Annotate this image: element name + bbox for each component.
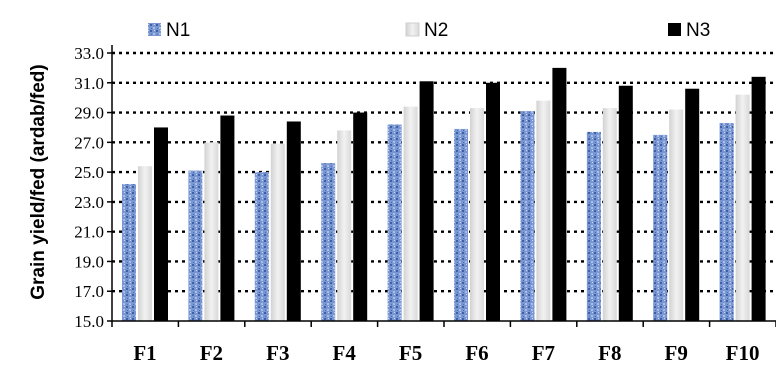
bar-n2-f10 <box>735 94 750 321</box>
legend: N1 N2 N3 <box>148 20 710 41</box>
bar-n3-f5 <box>419 81 434 322</box>
y-axis-title: Grain yield/fed (ardab/fed) <box>28 64 49 299</box>
bar-n1-f8 <box>586 131 601 321</box>
x-tick-label: F10 <box>726 341 760 365</box>
bar-n1-f1 <box>122 184 136 321</box>
y-tick-label: 17.0 <box>74 282 104 301</box>
bars <box>122 67 766 322</box>
bar-n1-f5 <box>387 124 402 321</box>
y-tick-label: 19.0 <box>74 252 104 271</box>
bar-n1-f2 <box>188 170 203 321</box>
x-tick-label: F2 <box>200 341 223 365</box>
y-tick-label: 31.0 <box>74 74 104 93</box>
bar-n3-f3 <box>286 121 301 321</box>
x-tick-label: F1 <box>133 341 156 365</box>
bar-n1-f9 <box>653 134 668 321</box>
bar-n3-f9 <box>685 88 700 321</box>
bar-n3-f6 <box>486 82 500 322</box>
bar-n3-f1 <box>154 127 168 321</box>
x-tick-label: F7 <box>532 341 555 365</box>
bar-n3-f4 <box>353 112 368 321</box>
legend-swatch-n1 <box>148 23 161 36</box>
x-tick-label: F5 <box>399 341 422 365</box>
bar-n2-f7 <box>536 100 551 322</box>
x-tick-label: F9 <box>665 341 688 365</box>
bar-n2-f3 <box>270 143 285 321</box>
legend-label-n2: N2 <box>424 20 448 41</box>
bar-n2-f1 <box>138 166 152 321</box>
bar-n3-f8 <box>618 85 633 321</box>
bar-n3-f10 <box>751 76 766 321</box>
bar-n1-f3 <box>254 172 269 321</box>
bar-n2-f5 <box>403 106 418 321</box>
y-tick-label: 33.0 <box>74 44 104 63</box>
y-tick-label: 25.0 <box>74 163 104 182</box>
x-tick-label: F4 <box>333 341 357 365</box>
legend-swatch-n3 <box>668 23 681 36</box>
x-tick-label: F6 <box>465 341 488 365</box>
y-tick-label: 15.0 <box>74 312 104 331</box>
bar-n2-f4 <box>337 130 352 321</box>
axes <box>107 45 776 327</box>
bar-n1-f6 <box>454 128 468 321</box>
x-tick-label: F8 <box>598 341 621 365</box>
x-tick-labels: F1 F2 F3 F4 F5 F6 F7 F8 F9 F10 <box>133 341 759 365</box>
legend-label-n1: N1 <box>166 20 190 41</box>
y-tick-label: 21.0 <box>74 223 104 242</box>
legend-swatch-n2 <box>405 22 420 37</box>
bar-n1-f4 <box>321 163 336 321</box>
bar-n1-f10 <box>719 122 734 321</box>
y-tick-label: 23.0 <box>74 193 104 212</box>
y-tick-label: 29.0 <box>74 104 104 123</box>
bar-n2-f6 <box>470 108 484 321</box>
y-tick-labels: 15.0 17.0 19.0 21.0 23.0 25.0 27.0 29.0 31.0 33.0 <box>74 44 104 331</box>
bar-n3-f7 <box>552 67 567 321</box>
y-tick-label: 27.0 <box>74 133 104 152</box>
bar-n1-f7 <box>520 111 535 321</box>
bar-n3-f2 <box>220 115 235 322</box>
x-tick-label: F3 <box>266 341 289 365</box>
bar-n2-f2 <box>204 142 219 321</box>
bar-n2-f8 <box>602 108 617 321</box>
bar-n2-f9 <box>669 109 684 321</box>
legend-label-n3: N3 <box>686 20 710 41</box>
